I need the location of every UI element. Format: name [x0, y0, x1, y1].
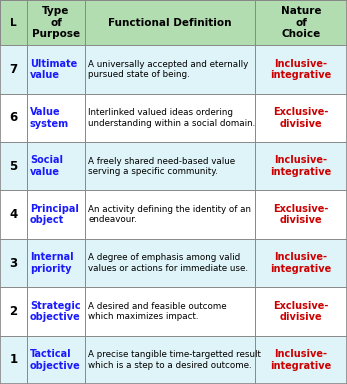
Text: 4: 4	[9, 208, 18, 221]
Text: 6: 6	[9, 111, 18, 124]
Text: Internal
priority: Internal priority	[30, 252, 74, 274]
Bar	[0, 45, 347, 94]
Text: L: L	[10, 18, 17, 28]
Text: Inclusive-
integrative: Inclusive- integrative	[270, 349, 332, 371]
Text: Inclusive-
integrative: Inclusive- integrative	[270, 156, 332, 177]
Text: Exclusive-
divisive: Exclusive- divisive	[273, 107, 329, 129]
Text: 3: 3	[9, 257, 18, 270]
Text: Functional Definition: Functional Definition	[108, 18, 232, 28]
Text: A universally accepted and eternally
pursued state of being.: A universally accepted and eternally pur…	[88, 60, 249, 79]
Text: Strategic
objective: Strategic objective	[30, 301, 81, 322]
Text: A freely shared need-based value
serving a specific community.: A freely shared need-based value serving…	[88, 157, 236, 176]
Text: 7: 7	[9, 63, 18, 76]
Text: Exclusive-
divisive: Exclusive- divisive	[273, 301, 329, 322]
Text: 2: 2	[9, 305, 18, 318]
Bar	[0, 239, 347, 287]
Text: Type
of
Purpose: Type of Purpose	[32, 6, 80, 39]
Text: Inclusive-
integrative: Inclusive- integrative	[270, 252, 332, 274]
Text: 1: 1	[9, 353, 18, 366]
Text: Interlinked valued ideas ordering
understanding within a social domain.: Interlinked valued ideas ordering unders…	[88, 108, 256, 127]
Text: Value
system: Value system	[30, 107, 69, 129]
Text: Nature
of
Choice: Nature of Choice	[281, 6, 321, 39]
Text: 5: 5	[9, 160, 18, 173]
Bar	[0, 142, 347, 190]
Text: Inclusive-
integrative: Inclusive- integrative	[270, 59, 332, 80]
Bar	[0, 94, 347, 142]
Text: A degree of emphasis among valid
values or actions for immediate use.: A degree of emphasis among valid values …	[88, 253, 248, 273]
Text: Principal
object: Principal object	[30, 204, 79, 225]
Text: Exclusive-
divisive: Exclusive- divisive	[273, 204, 329, 225]
Bar	[0, 190, 347, 239]
Bar	[0, 336, 347, 384]
Text: A precise tangible time-targetted result
which is a step to a desired outcome.: A precise tangible time-targetted result…	[88, 350, 261, 369]
Text: Ultimate
value: Ultimate value	[30, 59, 77, 80]
Bar	[0, 287, 347, 336]
Bar	[0, 0, 347, 45]
Text: Tactical
objective: Tactical objective	[30, 349, 81, 371]
Text: A desired and feasible outcome
which maximizes impact.: A desired and feasible outcome which max…	[88, 302, 227, 321]
Text: Social
value: Social value	[30, 156, 63, 177]
Text: An activity defining the identity of an
endeavour.: An activity defining the identity of an …	[88, 205, 252, 224]
